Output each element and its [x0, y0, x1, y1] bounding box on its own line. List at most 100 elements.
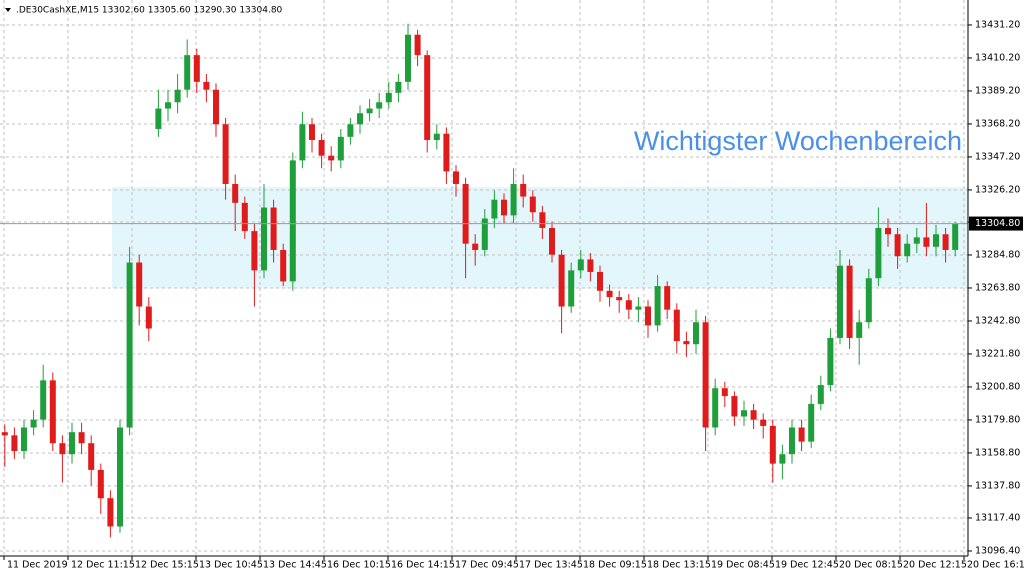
x-tick-label: 19 Dec 12:45: [775, 560, 839, 571]
candle-body: [30, 419, 37, 428]
candle-body: [741, 410, 747, 417]
candle-body: [193, 55, 200, 82]
x-tick-label: 16 Dec 10:15: [327, 560, 391, 571]
candle-body: [289, 160, 296, 282]
candle-body: [731, 396, 738, 417]
candle-body: [299, 124, 306, 161]
y-tick-label: 13179.80: [975, 414, 1020, 425]
candle-body: [808, 403, 815, 442]
candle-body: [88, 443, 95, 470]
candle-body: [328, 155, 335, 161]
x-tick-label: 20 Dec 08:15: [839, 560, 903, 571]
candle-body: [414, 34, 421, 56]
candle-body: [443, 133, 450, 172]
y-tick-label: 13368.20: [975, 118, 1020, 129]
x-tick-label: 17 Dec 09:45: [455, 560, 519, 571]
y-tick-label: 13284.80: [975, 249, 1020, 260]
y-tick-label: 13117.40: [975, 512, 1020, 523]
candle-body: [568, 270, 575, 307]
candle-body: [203, 81, 210, 90]
candle-body: [769, 425, 776, 464]
candle-body: [904, 243, 911, 257]
candle-body: [625, 300, 632, 310]
candle-body: [232, 183, 239, 203]
y-tick-label: 13158.80: [975, 447, 1020, 458]
x-tick-label: 17 Dec 13:45: [519, 560, 583, 571]
candle-body: [357, 113, 363, 125]
candle-body: [683, 341, 690, 345]
y-tick-label: 13410.20: [975, 52, 1020, 63]
candle-body: [347, 124, 354, 137]
candle-body: [453, 171, 459, 184]
candle-body: [952, 223, 959, 250]
y-tick-label: 13389.20: [975, 85, 1020, 96]
last-price-box: [969, 216, 1023, 231]
candle-body: [405, 34, 411, 82]
candle-body: [97, 469, 104, 499]
candle-body: [587, 259, 594, 272]
candle-body: [750, 410, 757, 420]
candle-body: [827, 337, 834, 386]
candle-body: [395, 81, 402, 93]
y-tick-label: 13263.80: [975, 282, 1020, 293]
candle-body: [856, 322, 863, 338]
y-tick-label: 13326.20: [975, 184, 1020, 195]
candle-body: [942, 234, 949, 250]
candle-body: [798, 427, 805, 442]
candle-body: [40, 380, 47, 420]
candle-body: [693, 322, 699, 345]
candle-body: [558, 254, 565, 307]
candle-body: [318, 139, 325, 156]
candle-body: [846, 265, 853, 338]
candle-body: [1, 432, 8, 436]
x-tick-label: 18 Dec 09:15: [583, 560, 647, 571]
candle-body: [136, 262, 143, 307]
candle-body: [59, 443, 66, 455]
annotation: Wichtigster Wochenbereich: [634, 126, 962, 156]
candle-body: [69, 432, 75, 455]
candle-body: [155, 108, 162, 129]
y-tick-label: 13096.40: [975, 545, 1020, 556]
candle-body: [385, 92, 392, 103]
candle-body: [549, 227, 555, 255]
candle-body: [865, 278, 872, 323]
candle-body: [309, 124, 315, 140]
x-tick-label: 16 Dec 14:15: [391, 560, 455, 571]
candle-body: [501, 199, 507, 216]
candle-body: [875, 227, 882, 279]
candle-body: [78, 432, 85, 444]
candle-body: [664, 286, 671, 310]
candle-body: [261, 207, 267, 271]
candle-body: [817, 385, 824, 404]
candle-body: [213, 89, 219, 125]
x-tick-label: 19 Dec 08:45: [711, 560, 775, 571]
candle-body: [923, 237, 930, 247]
candle-body: [49, 380, 56, 444]
y-tick-label: 13137.80: [975, 480, 1020, 491]
x-tick-label: 13 Dec 14:45: [263, 560, 327, 571]
candle-body: [789, 427, 795, 455]
candle-body: [913, 237, 920, 244]
candle-body: [894, 234, 901, 257]
x-tick-label: 12 Dec 11:15: [71, 560, 135, 571]
candle-body: [529, 196, 536, 213]
candle-body: [645, 306, 651, 326]
candle-body: [702, 322, 709, 428]
x-tick-label: 18 Dec 13:15: [647, 560, 711, 571]
x-tick-label: 20 Dec 16:15: [967, 560, 1024, 571]
candle-body: [520, 183, 527, 197]
candle-body: [184, 55, 191, 90]
candle-body: [107, 498, 114, 527]
y-tick-label: 13431.20: [975, 19, 1020, 30]
candle-body: [606, 290, 613, 298]
y-tick-label: 13200.80: [975, 381, 1020, 392]
x-tick-label: 20 Dec 12:15: [903, 560, 967, 571]
candle-body: [481, 218, 488, 250]
x-tick-label: 13 Dec 10:45: [199, 560, 263, 571]
candle-body: [117, 427, 123, 527]
candle-body: [270, 207, 277, 250]
candle-body: [712, 388, 719, 428]
candle-body: [337, 136, 344, 161]
candle-body: [126, 262, 133, 428]
